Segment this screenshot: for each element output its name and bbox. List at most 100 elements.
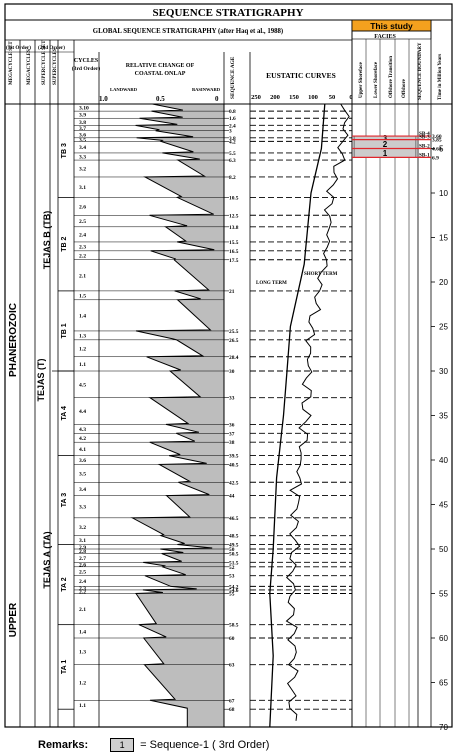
eon-label: PHANEROZOIC [8,303,19,377]
time-tick-label: 65 [439,679,448,688]
cycle-label: 1.3 [79,649,86,655]
cycle-label: 2.2 [79,590,86,596]
tejas-b-label: TEJAS B (TB) [42,211,52,270]
cycle-label: 2.1 [79,607,86,613]
long-term-label: LONG TERM [256,281,287,286]
tejas-a-label: TEJAS A (TA) [42,531,52,588]
boundary-age-label: 36 [229,422,235,428]
boundary-age-label: 54.6 [229,588,239,594]
boundary-age-label: 42.5 [229,480,239,486]
eustatic-axis-label: 150 [289,94,299,101]
boundary-age-label: 55 [229,592,235,598]
boundary-age-label: 0.8 [229,109,236,115]
upper-shoreface-header: Upper Shoreface [359,61,364,98]
boundary-age-label: 12.5 [229,213,239,219]
basinward-label: BASINWARD [192,87,221,92]
long-term-curve [269,103,326,728]
boundary-age-label: 50.5 [229,551,239,557]
boundary-age-label: 25.5 [229,329,239,335]
facies-label: FACIES [374,34,396,40]
boundary-age-label: 3 [229,129,232,135]
remarks-text: = Sequence-1 ( 3rd Order) [140,739,270,751]
sequence-boundary-header: SEQUENCE BOUNDARY [418,42,423,100]
chart-labels: PHANEROZOIC UPPER TEJAS (T) TEJAS B (TB) TEJ… [8,143,448,732]
offshore-transition-header: Offshore Transition [389,56,394,98]
boundary-age-label: 38 [229,440,235,446]
cycle-label: 3.1 [79,538,86,544]
cycle-label: 2.8 [79,549,86,555]
short-term-label: SHORT TERM [304,272,338,277]
boundary-age-label: 49.5 [229,543,239,549]
second-order-label: (2nd Order) [38,44,65,51]
boundary-age-label: 46.5 [229,516,239,522]
eustatic-curves: LONG TERM SHORT TERM [250,103,352,728]
megacycles-header: MEGACYCLES [27,49,32,85]
cycle-label: 4.5 [79,382,86,388]
time-tick-label: 10 [439,189,448,198]
onlap-title-1: RELATIVE CHANGE OF [126,63,195,69]
boundary-age-label: 60 [229,636,235,642]
global-title: GLOBAL SEQUENCE STRATIGRAPHY (after Haq … [93,28,283,35]
cycle-label: 3.5 [79,471,86,477]
this-study-label: This study [370,21,413,31]
cycle-label: 3.5 [79,138,86,144]
eustatic-axis-label: 250 [251,94,261,101]
supercycle-set-header: SUPERCYCLE SET [42,40,47,85]
boundary-age-label: 33 [229,396,235,402]
eustatic-axis-label: 50 [329,94,336,101]
boundary-age-label: 39.5 [229,454,239,460]
cycle-label: 2.3 [79,586,86,592]
boundary-age-label: 1.6 [229,116,236,122]
this-study-panel: 321 SB-4SB-3 SB-2 SB-1 3.603.85 4.64 6.9 [352,131,442,161]
offshore-header: Offshore [402,78,407,98]
cycle-label: 2.3 [79,244,86,250]
boundary-age-label: 54.2 [229,584,239,590]
remarks-sequence-box: 1 [110,738,135,752]
boundary-age-label: 28.4 [229,355,239,361]
supercycle-label: TA 4 [61,406,68,420]
cycle-label: 3.3 [79,505,86,511]
boundary-age-label: 10.5 [229,195,239,201]
boundary-age-label: 68 [229,707,235,713]
scale-05-label: 0.5 [156,95,165,103]
cycle-label: 3.2 [79,525,86,531]
study-boundary-label: SB-4 [419,131,430,137]
study-sequence-label: 1 [383,149,388,158]
time-tick-label: 50 [439,545,448,554]
cycle-label: 2.7 [79,556,86,562]
study-boundary-label: SB-1 [419,152,430,158]
cycle-label: 4.4 [79,409,86,415]
cycle-label: 3.2 [79,167,86,173]
cycle-label: 1.3 [79,333,86,339]
boundary-age-label: 58.5 [229,623,239,629]
supercycles-header: SUPERCYCLES [53,48,58,85]
cycle-label: 3.4 [79,145,86,151]
eustatic-header: EUSTATIC CURVES [266,71,336,80]
cycle-label: 2.2 [79,253,86,259]
eustatic-axis-label: 100 [308,94,318,101]
facies-header-box [351,30,432,40]
tejas-label: TEJAS (T) [36,358,46,401]
cycle-label: 1.4 [79,313,86,319]
supercycle-label: TA 2 [61,577,68,591]
scale-0-label: 0 [215,95,219,103]
time-tick-label: 30 [439,367,448,376]
remarks-label: Remarks: [38,739,89,751]
time-tick-label: 25 [439,323,448,332]
boundary-age-label: 15.5 [229,240,239,246]
outer-border [4,3,453,728]
supercycle-label: TB 3 [61,143,68,158]
boundary-age-label: 2.4 [229,123,236,129]
time-tick-label: 40 [439,456,448,465]
study-boundary-label: SB-2 [419,144,430,150]
short-term-curve [285,103,350,721]
study-boundary-label: SB-3 [419,135,430,141]
supercycle-label: TB 2 [61,236,68,251]
cycle-label: 1.1 [79,703,86,709]
boundary-age-label: 17.5 [229,258,239,264]
cycle-label: 4.2 [79,436,86,442]
time-tick-label: 45 [439,501,448,510]
cycle-label: 1.4 [79,629,86,635]
cycle-label: 2.5 [79,219,86,225]
cycle-label: 2.4 [79,579,86,585]
